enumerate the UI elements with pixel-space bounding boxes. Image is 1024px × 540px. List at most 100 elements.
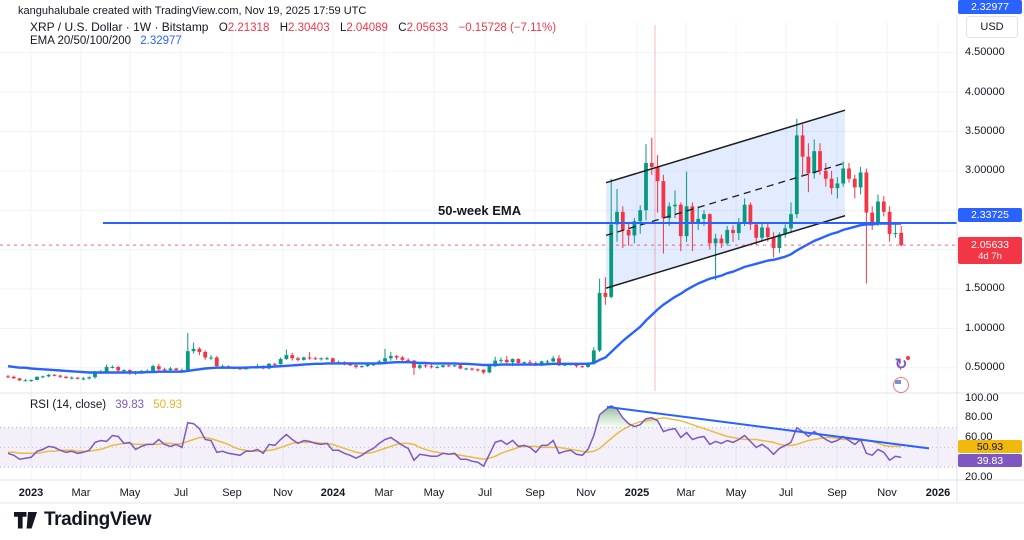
channel-top-line [605, 109, 846, 184]
last-price-badge: 2.05633 4d 7h [958, 237, 1022, 264]
candle-body [644, 162, 648, 211]
candle-body [603, 292, 608, 297]
candle-body [899, 232, 904, 246]
candle-body [417, 365, 422, 368]
candle-body [615, 211, 619, 225]
tradingview-logo[interactable]: TradingView [14, 509, 152, 531]
candle-body [452, 365, 457, 367]
candle-body [580, 366, 585, 368]
rsi-legend[interactable]: RSI (14, close) 39.83 50.93 [30, 399, 182, 411]
candle-body [516, 359, 521, 363]
auto-refresh-icon[interactable]: ↻ ϟ [893, 356, 910, 373]
candle-body [441, 365, 445, 367]
candle-body [748, 204, 753, 225]
candle-body [789, 214, 793, 229]
rsi-overbought-fill [576, 405, 693, 428]
ema-legend[interactable]: EMA 20/50/100/200 2.32977 [30, 35, 182, 47]
candle-body [574, 364, 579, 367]
time-axis-label: Sep [525, 487, 545, 499]
time-axis-label: Jul [173, 487, 189, 499]
candle-body [81, 378, 86, 380]
candle-body [702, 214, 706, 219]
candle-body [122, 370, 126, 372]
flag-canton [895, 380, 901, 384]
candle-body [383, 358, 387, 362]
rsi-ma-value: 50.93 [153, 399, 183, 411]
candle-body [777, 234, 782, 249]
candle-body [551, 358, 556, 362]
candle-body [446, 365, 451, 367]
candle-body [829, 178, 834, 189]
candle-body [765, 227, 770, 237]
candle-body [684, 206, 689, 237]
tradingview-logo-text: TradingView [44, 509, 152, 530]
candle-body [835, 183, 840, 189]
time-axis-label: Sep [827, 487, 847, 499]
candle-body [209, 357, 213, 359]
candle-body [673, 204, 677, 207]
candle-body [760, 227, 764, 238]
candle-body [731, 229, 735, 234]
candle-body [771, 237, 776, 249]
candle-body [6, 376, 10, 378]
candle-body [203, 351, 208, 358]
rsi-line [7, 405, 902, 468]
candle-body [522, 362, 527, 364]
candle-body [307, 357, 312, 359]
candle-body [116, 366, 121, 371]
candle-body [707, 214, 712, 244]
candle-body [655, 166, 660, 182]
rsi-legend-title: RSI (14, close) [30, 399, 107, 411]
lightning-icon: ϟ [897, 363, 902, 372]
fifty-week-ema-annotation[interactable]: 50-week EMA [438, 203, 522, 218]
candle-body [812, 151, 817, 174]
open-value: 2.21318 [227, 22, 270, 34]
candle-body [296, 358, 300, 360]
candle-body [151, 366, 155, 371]
tradingview-logo-icon [14, 511, 37, 528]
candle-body [354, 365, 358, 367]
candle-body [29, 379, 34, 381]
economic-event-flag-icon[interactable] [893, 377, 909, 393]
candle-body [481, 369, 486, 373]
candle-body [174, 368, 179, 371]
ema-50w-line [7, 222, 902, 374]
candle-body [214, 357, 219, 367]
low-value: 2.04089 [346, 22, 388, 34]
candle-body [58, 375, 63, 377]
candle-body [400, 357, 405, 360]
candle-body [23, 380, 28, 382]
time-axis-label: May [119, 487, 141, 499]
candle-body [823, 170, 828, 179]
time-axis-label: May [423, 487, 445, 499]
candle-body [423, 365, 428, 367]
candle-body [800, 135, 805, 157]
candle-body [40, 376, 45, 378]
candle-body [557, 358, 561, 366]
time-axis-label: 2024 [320, 487, 346, 499]
currency-scale-button[interactable]: USD [966, 16, 1018, 38]
candle-body [46, 374, 51, 377]
rsi-axis-label: 100.00 [965, 391, 999, 404]
candle-body [539, 361, 544, 366]
candle-body [162, 369, 167, 371]
candle-body [313, 358, 318, 360]
candle-body [330, 358, 335, 363]
candle-body [412, 360, 416, 368]
candle-body [696, 218, 701, 223]
candle-body [272, 363, 277, 365]
price-axis-label: 4.50000 [965, 46, 1005, 59]
candle-body [394, 355, 399, 358]
rsi-axis-label: 20.00 [965, 470, 993, 483]
rsi-band [0, 427, 957, 468]
candle-body [87, 377, 92, 379]
candle-body [620, 211, 625, 230]
price-axis-label: 0.50000 [965, 361, 1005, 374]
candle-body [847, 168, 851, 179]
ema-legend-value: 2.32977 [140, 35, 182, 47]
candle-body [284, 355, 289, 360]
symbol-legend[interactable]: XRP / U.S. Dollar · 1W · Bitstamp O2.213… [30, 20, 556, 34]
candle-body [359, 366, 364, 368]
